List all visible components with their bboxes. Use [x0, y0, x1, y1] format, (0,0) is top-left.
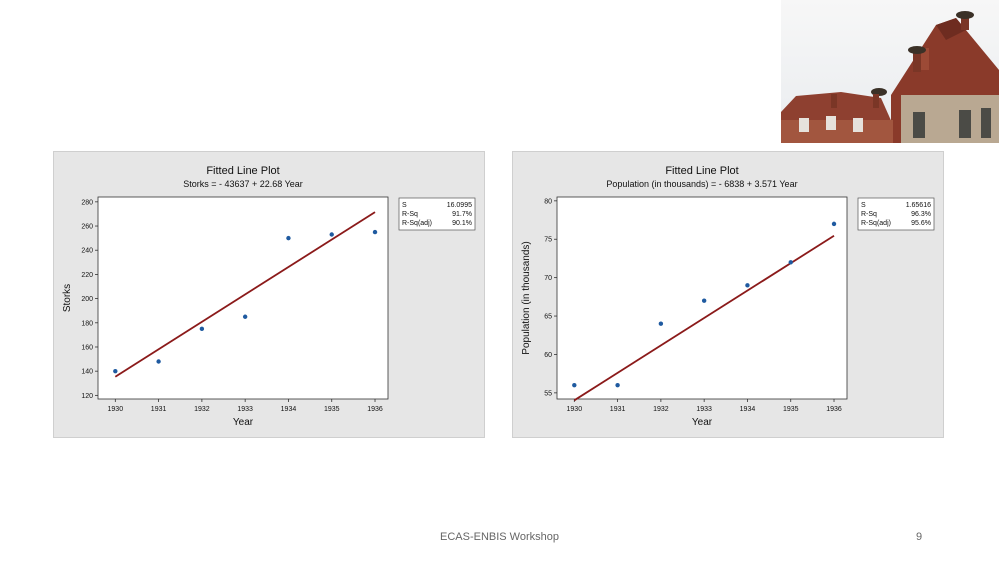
- x-tick-label: 1932: [653, 406, 669, 413]
- storks-rooftop-photo: [781, 0, 999, 143]
- chart-title: Fitted Line Plot: [665, 165, 738, 177]
- x-tick-label: 1931: [610, 406, 626, 413]
- fitted-line: [114, 211, 376, 378]
- stats-label: S: [861, 202, 866, 209]
- y-tick-label: 70: [544, 275, 552, 282]
- data-point: [572, 382, 577, 388]
- data-point: [658, 321, 664, 326]
- y-tick-label: 260: [81, 224, 93, 231]
- data-point: [286, 235, 291, 241]
- data-point: [113, 368, 118, 374]
- x-tick-label: 1935: [783, 406, 799, 413]
- x-axis-label: Year: [233, 417, 254, 428]
- x-tick-label: 1935: [324, 406, 340, 413]
- data-point: [745, 283, 750, 288]
- data-point: [156, 359, 161, 364]
- x-tick-label: 1930: [108, 406, 124, 413]
- stats-label: R-Sq: [861, 211, 877, 218]
- stats-value: 1.65616: [906, 202, 931, 209]
- plot-area: [556, 196, 848, 400]
- x-axis-label: Year: [692, 417, 713, 428]
- x-tick-label: 1933: [696, 406, 712, 413]
- y-tick-label: 120: [81, 393, 93, 400]
- stats-box: [857, 197, 935, 231]
- y-tick-label: 65: [544, 314, 552, 321]
- y-tick-label: 220: [81, 272, 93, 279]
- stats-label: R-Sq(adj): [861, 220, 891, 227]
- chart-panel-storks: Fitted Line Plot Storks = - 43637 + 22.68…: [53, 151, 485, 438]
- stats-value: 95.6%: [911, 220, 931, 227]
- chart-title: Fitted Line Plot: [206, 165, 279, 177]
- x-tick-label: 1932: [194, 406, 210, 413]
- chart-subtitle: Storks = - 43637 + 22.68 Year: [183, 179, 303, 189]
- x-tick-label: 1934: [281, 406, 297, 413]
- stats-value: 91.7%: [452, 211, 472, 218]
- data-point: [831, 221, 837, 227]
- y-tick-label: 75: [544, 237, 552, 244]
- y-tick-label: 55: [544, 390, 552, 397]
- plot-area: [97, 196, 389, 400]
- chart-storks: Fitted Line Plot Storks = - 43637 + 22.68…: [62, 165, 476, 428]
- stats-label: R-Sq: [402, 211, 418, 218]
- page-number: 9: [916, 531, 923, 543]
- chart-panel-population: Fitted Line Plot Population (in thousands…: [512, 151, 944, 438]
- x-tick-label: 1933: [237, 406, 253, 413]
- data-point: [788, 260, 793, 265]
- y-axis-label: Storks: [62, 284, 73, 312]
- y-tick-label: 200: [81, 296, 93, 303]
- x-tick-label: 1934: [740, 406, 756, 413]
- x-tick-label: 1936: [367, 406, 383, 413]
- x-tick-label: 1936: [826, 406, 842, 413]
- y-axis-label: Population (in thousands): [521, 241, 532, 354]
- y-tick-label: 80: [544, 198, 552, 205]
- data-point: [701, 298, 707, 303]
- data-point: [615, 382, 620, 388]
- data-point: [372, 229, 378, 235]
- y-tick-label: 160: [81, 344, 93, 351]
- chart-population: Fitted Line Plot Population (in thousands…: [521, 165, 935, 428]
- y-tick-label: 240: [81, 248, 93, 255]
- chart-subtitle: Population (in thousands) = - 6838 + 3.5…: [606, 179, 797, 189]
- y-tick-label: 60: [544, 352, 552, 359]
- data-point: [242, 314, 248, 319]
- stats-box: [398, 197, 476, 231]
- stats-value: 90.1%: [452, 220, 472, 227]
- data-point: [199, 326, 205, 332]
- x-tick-label: 1931: [151, 406, 167, 413]
- footer-text: ECAS-ENBIS Workshop: [439, 531, 559, 543]
- y-tick-label: 280: [81, 199, 93, 206]
- data-point: [329, 232, 334, 237]
- y-tick-label: 140: [81, 369, 93, 376]
- stats-label: R-Sq(adj): [402, 220, 432, 227]
- stats-value: 96.3%: [911, 211, 931, 218]
- y-tick-label: 180: [81, 320, 93, 327]
- x-tick-label: 1930: [567, 406, 583, 413]
- stats-label: S: [402, 202, 407, 209]
- stats-value: 16.0995: [447, 202, 472, 209]
